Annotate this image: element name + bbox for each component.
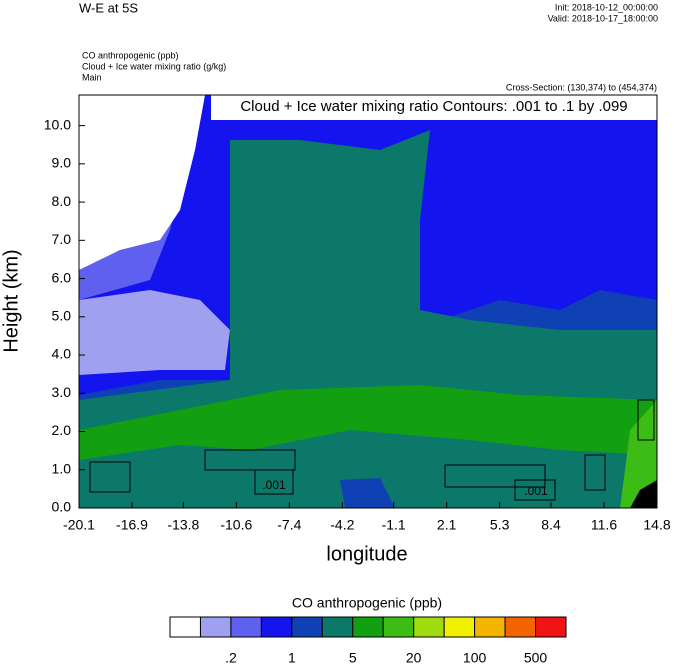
- field: [79, 95, 657, 508]
- colorbar-box: [443, 616, 476, 638]
- y-tick-label: 9.0: [52, 155, 72, 171]
- colorbar-box: [352, 616, 384, 638]
- field-name: Main: [82, 72, 102, 82]
- colorbar-box: [382, 616, 415, 638]
- x-tick-label: -10.6: [220, 517, 252, 533]
- x-tick-label: 8.4: [541, 517, 561, 533]
- field-name: Cloud + Ice water mixing ratio (g/kg): [82, 61, 226, 71]
- y-tick-label: 2.0: [52, 422, 72, 438]
- x-tick-label: -16.9: [116, 517, 148, 533]
- colorbar-box: [474, 616, 506, 638]
- y-tick-label: 3.0: [52, 384, 72, 400]
- y-tick-label: 8.0: [52, 193, 72, 209]
- colorbar-label: 100: [463, 650, 487, 666]
- x-tick-label: -1.1: [382, 517, 406, 533]
- y-tick-label: 0.0: [52, 499, 72, 515]
- line-label: .001: [524, 484, 548, 498]
- y-tick-label: 7.0: [52, 231, 72, 247]
- chart-title: W-E at 5S: [79, 0, 138, 15]
- valid-time: Valid: 2018-10-17_18:00:00: [548, 13, 658, 23]
- line-label: .001: [262, 478, 286, 492]
- y-tick-label: 5.0: [52, 307, 72, 323]
- x-axis-label: longitude: [326, 543, 407, 565]
- colorbar-box: [291, 616, 323, 638]
- x-tick-label: -13.8: [167, 517, 199, 533]
- colorbar-label: 5: [349, 650, 357, 666]
- init-time: Init: 2018-10-12_00:00:00: [555, 2, 658, 12]
- colorbar-box: [535, 616, 567, 638]
- colorbar-label: 20: [406, 650, 422, 666]
- y-tick-label: 4.0: [52, 346, 72, 362]
- plot-frame: [78, 94, 658, 509]
- legend-box: [211, 95, 657, 120]
- x-tick-label: -20.1: [63, 517, 95, 533]
- y-tick-label: 10.0: [44, 116, 71, 132]
- x-tick-label: 5.3: [490, 517, 510, 533]
- colorbar-box: [413, 616, 445, 638]
- colorbar-box: [199, 616, 232, 638]
- x-tick-label: -7.4: [277, 517, 301, 533]
- colorbar-label: 1: [288, 650, 296, 666]
- colorbar-label: 500: [524, 650, 548, 666]
- contour-label: Cloud + Ice water mixing ratio Contours:…: [240, 98, 627, 115]
- y-axis-label: Height (km): [0, 249, 22, 352]
- colorbar-box: [504, 616, 537, 638]
- colorbar-title: CO anthropogenic (ppb): [292, 595, 442, 611]
- x-tick-label: -4.2: [330, 517, 354, 533]
- colorbar-box: [321, 616, 354, 638]
- y-tick-label: 6.0: [52, 269, 72, 285]
- colorbar-label: .2: [225, 650, 237, 666]
- y-tick-label: 1.0: [52, 460, 72, 476]
- x-tick-label: 11.6: [591, 517, 617, 533]
- colorbar-box: [230, 616, 262, 638]
- x-tick-label: 14.8: [643, 517, 670, 533]
- field-name: CO anthropogenic (ppb): [82, 50, 179, 60]
- colorbar-box: [169, 616, 201, 638]
- cross-section: Cross-Section: (130,374) to (454,374): [506, 82, 657, 92]
- colorbar-box: [260, 616, 293, 638]
- x-tick-label: 2.1: [437, 517, 457, 533]
